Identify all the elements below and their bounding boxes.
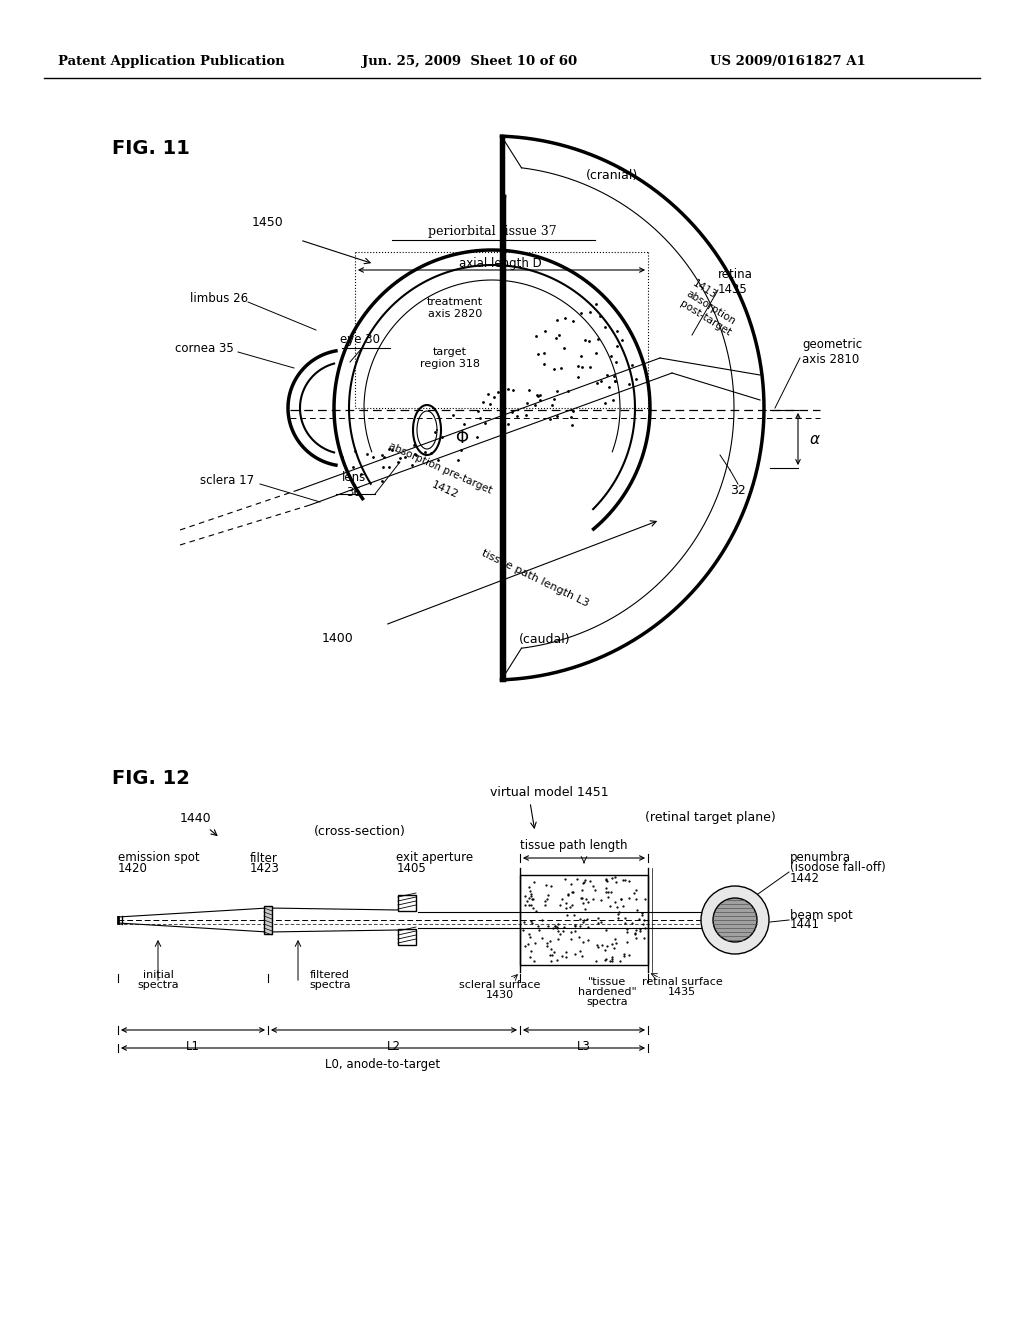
- Text: emission spot: emission spot: [118, 851, 200, 865]
- Text: filter: filter: [250, 851, 278, 865]
- Text: L3: L3: [578, 1040, 591, 1053]
- Text: 1413
absorption
post-target: 1413 absorption post-target: [678, 279, 745, 338]
- Circle shape: [701, 886, 769, 954]
- Text: FIG. 11: FIG. 11: [112, 139, 189, 157]
- Bar: [264, 906, 272, 935]
- Text: 1405: 1405: [397, 862, 427, 874]
- Bar: [520, 875, 648, 965]
- Text: tissue path length L3: tissue path length L3: [480, 548, 590, 609]
- Text: L1: L1: [186, 1040, 200, 1053]
- Text: 1423: 1423: [250, 862, 280, 874]
- Text: limbus 26: limbus 26: [190, 292, 248, 305]
- Text: periorbital tissue 37: periorbital tissue 37: [428, 226, 556, 239]
- Text: lens
36: lens 36: [342, 471, 367, 499]
- Text: (cross-section): (cross-section): [314, 825, 406, 838]
- Text: absorption pre-target: absorption pre-target: [387, 441, 494, 495]
- Text: α: α: [810, 432, 820, 446]
- Text: (retinal target plane): (retinal target plane): [645, 812, 775, 825]
- Text: spectra: spectra: [586, 997, 628, 1007]
- Text: spectra: spectra: [137, 979, 179, 990]
- Bar: [398, 929, 416, 945]
- Text: initial: initial: [142, 970, 173, 979]
- Text: 1442: 1442: [790, 871, 820, 884]
- Text: (isodose fall-off): (isodose fall-off): [790, 862, 886, 874]
- Text: US 2009/0161827 A1: US 2009/0161827 A1: [710, 55, 865, 69]
- Text: beam spot: beam spot: [790, 908, 853, 921]
- Text: tissue path length: tissue path length: [520, 840, 628, 851]
- Text: eye 30: eye 30: [340, 334, 380, 346]
- Text: exit aperture: exit aperture: [396, 851, 473, 865]
- Text: Patent Application Publication: Patent Application Publication: [58, 55, 285, 69]
- Text: Jun. 25, 2009  Sheet 10 of 60: Jun. 25, 2009 Sheet 10 of 60: [362, 55, 578, 69]
- Text: axial length D: axial length D: [459, 257, 542, 271]
- Text: L0, anode-to-target: L0, anode-to-target: [326, 1059, 440, 1071]
- Text: "tissue: "tissue: [588, 977, 626, 987]
- Text: (cranial): (cranial): [586, 169, 638, 181]
- Text: 1420: 1420: [118, 862, 147, 874]
- Text: treatment
axis 2820: treatment axis 2820: [427, 297, 483, 319]
- Text: 1450: 1450: [252, 215, 284, 228]
- Text: retinal surface: retinal surface: [642, 977, 722, 987]
- Text: 1400: 1400: [323, 631, 354, 644]
- Text: 1412: 1412: [430, 479, 460, 500]
- Text: hardened": hardened": [578, 987, 636, 997]
- Text: scleral surface: scleral surface: [460, 979, 541, 990]
- Text: target
region 318: target region 318: [420, 347, 480, 368]
- Text: FIG. 12: FIG. 12: [112, 768, 189, 788]
- Text: cornea 35: cornea 35: [175, 342, 233, 355]
- Text: 32: 32: [730, 483, 745, 496]
- Text: (caudal): (caudal): [519, 634, 570, 647]
- Text: retina
1435: retina 1435: [718, 268, 753, 296]
- Text: spectra: spectra: [309, 979, 351, 990]
- Text: L2: L2: [387, 1040, 401, 1053]
- Text: 1441: 1441: [790, 919, 820, 932]
- Text: 1435: 1435: [668, 987, 696, 997]
- Text: geometric
axis 2810: geometric axis 2810: [802, 338, 862, 366]
- Text: 1440: 1440: [179, 812, 211, 825]
- Text: filtered: filtered: [310, 970, 350, 979]
- Circle shape: [713, 898, 757, 942]
- Text: sclera 17: sclera 17: [200, 474, 254, 487]
- Text: Φ: Φ: [456, 429, 469, 447]
- Text: penumbra: penumbra: [790, 851, 851, 865]
- Bar: [398, 895, 416, 911]
- Text: virtual model 1451: virtual model 1451: [490, 785, 608, 799]
- Text: 1430: 1430: [486, 990, 514, 1001]
